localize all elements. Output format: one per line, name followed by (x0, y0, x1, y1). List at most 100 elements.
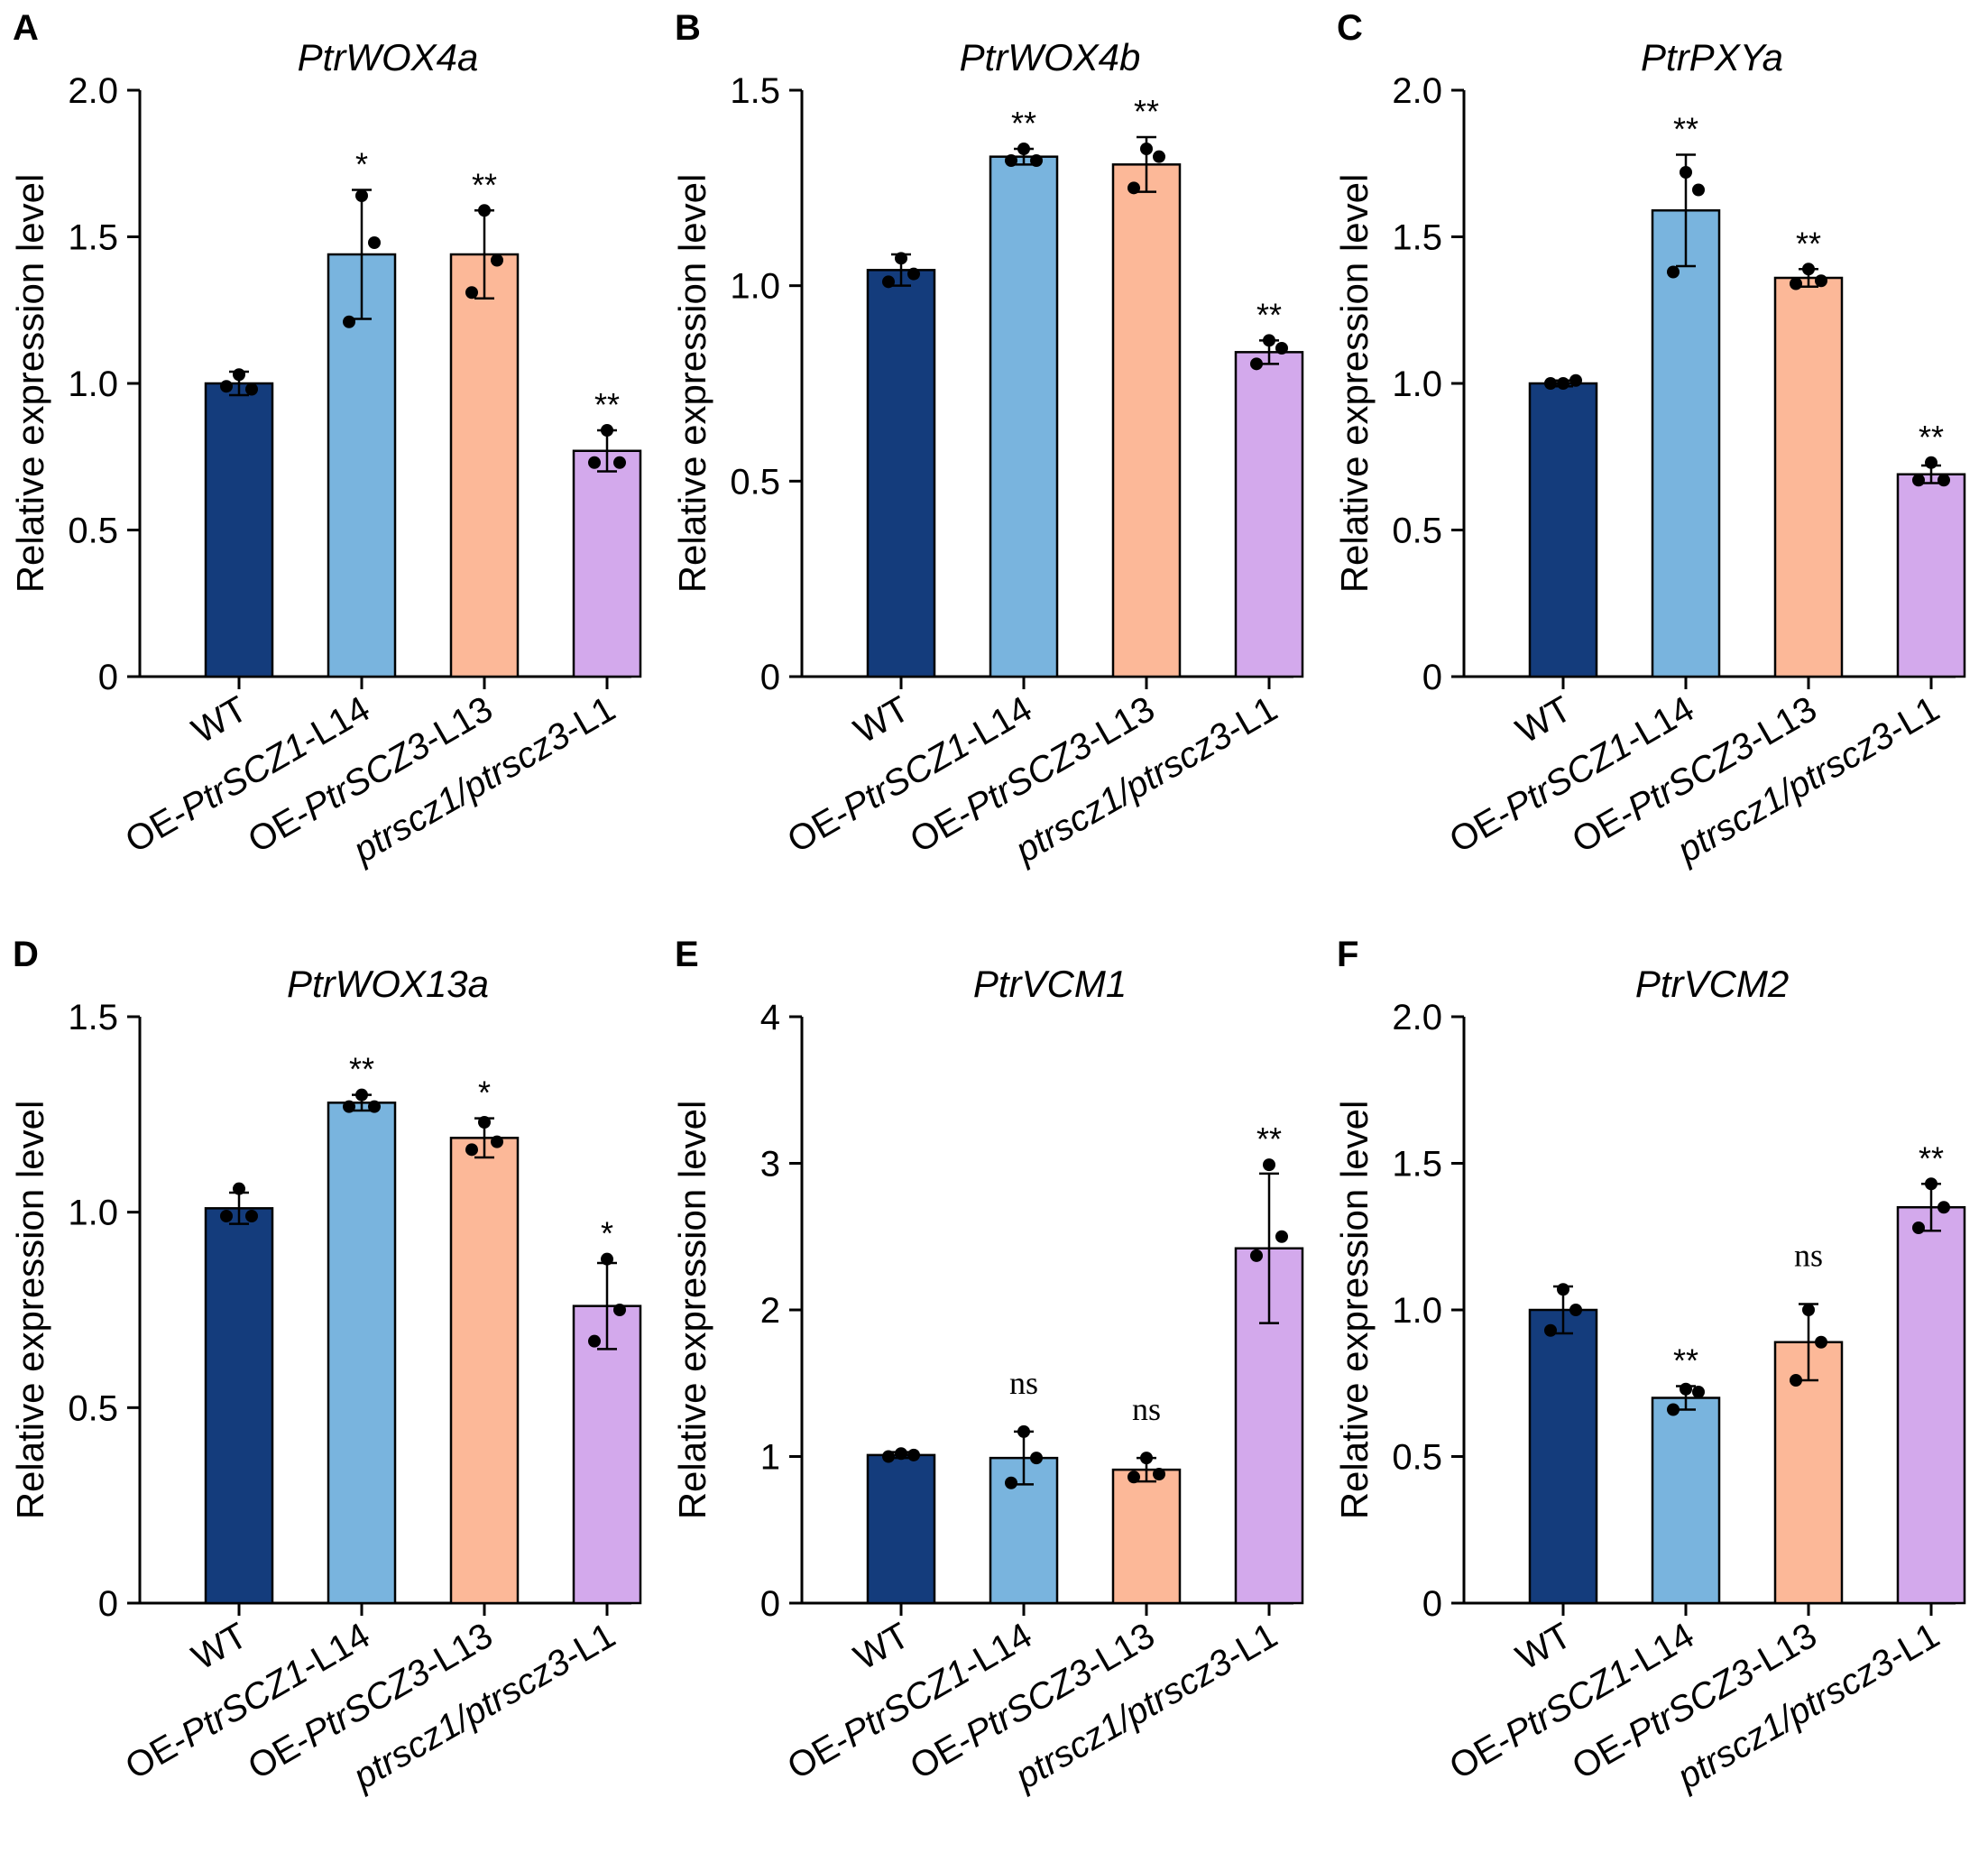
data-point (1802, 263, 1815, 276)
significance-label: ** (1011, 105, 1036, 142)
x-category-label: WT (186, 689, 254, 751)
y-tick-label: 1.5 (730, 71, 780, 111)
y-axis-label: Relative expression level (671, 174, 713, 594)
data-point (1250, 1249, 1263, 1262)
chart-panel-a: A PtrWOX4a Relative expression level 0 0.5 1.… (0, 0, 662, 926)
bar (449, 253, 520, 678)
y-tick-label: 3 (760, 1145, 780, 1185)
data-point (1127, 181, 1140, 195)
data-point (368, 1100, 381, 1113)
bar (1111, 163, 1182, 678)
data-point (1250, 357, 1263, 371)
y-tick-label: 1.0 (1392, 1291, 1442, 1331)
panel-letter: A (13, 8, 39, 48)
data-point (1017, 1424, 1030, 1438)
data-point (1017, 143, 1030, 155)
data-point (588, 1334, 601, 1348)
data-point (1275, 342, 1288, 355)
data-point (1275, 1230, 1288, 1243)
significance-label: ns (1132, 1391, 1161, 1427)
data-point (478, 204, 491, 217)
y-axis-label: Relative expression level (671, 1101, 713, 1520)
bar (204, 1207, 274, 1605)
bar (866, 1453, 936, 1605)
x-category-suffix: WT (186, 1616, 254, 1678)
bar (204, 382, 274, 678)
chart-svg: F PtrVCM2 Relative expression level 0 0.5 1.0… (1333, 935, 1966, 1798)
y-tick-label: 2.0 (1392, 998, 1442, 1037)
y-tick-label: 1.5 (1392, 218, 1442, 258)
bar (1773, 1341, 1844, 1605)
data-point (1692, 1386, 1705, 1398)
x-category-label: WT (848, 1616, 916, 1678)
y-tick-label: 0 (1422, 1584, 1442, 1624)
y-tick-label: 0 (98, 658, 118, 697)
x-category-label: WT (1510, 1616, 1578, 1678)
bar (1111, 1468, 1182, 1605)
bar (327, 253, 397, 678)
data-point (220, 380, 233, 393)
chart-title: PtrPXYa (1641, 36, 1783, 78)
y-tick-label: 0.5 (730, 462, 780, 502)
bar (449, 1137, 520, 1605)
significance-label: * (478, 1074, 491, 1111)
significance-label: ** (1256, 1120, 1282, 1157)
significance-label: ** (1919, 1139, 1944, 1176)
y-axis-label: Relative expression level (9, 174, 51, 594)
chart-title: PtrWOX4b (960, 36, 1141, 78)
x-category-label: WT (848, 689, 916, 751)
significance-label: ** (1256, 296, 1282, 333)
chart-title: PtrVCM1 (973, 963, 1127, 1005)
bar (1773, 276, 1844, 678)
bar (572, 449, 642, 678)
bar (866, 269, 936, 678)
bar (572, 1304, 642, 1605)
chart-title: PtrVCM2 (1635, 963, 1789, 1005)
y-tick-label: 0 (760, 658, 780, 697)
data-point (1030, 1452, 1043, 1465)
data-point (233, 1182, 245, 1195)
y-tick-label: 0 (98, 1584, 118, 1624)
data-point (343, 1100, 355, 1113)
data-point (1815, 274, 1827, 288)
data-point (491, 254, 503, 267)
bar (327, 1102, 397, 1605)
significance-label: ** (1796, 225, 1821, 262)
y-tick-label: 1 (760, 1438, 780, 1478)
bar (1528, 1308, 1598, 1605)
x-category-label: WT (1510, 689, 1578, 751)
data-point (1815, 1335, 1827, 1349)
chart-panel-b: B PtrWOX4b Relative expression level 0 0.5 1.… (662, 0, 1324, 926)
data-point (1680, 1382, 1692, 1396)
chart-svg: B PtrWOX4b Relative expression level 0 0.5 1.… (671, 8, 1304, 871)
y-tick-label: 1.5 (1392, 1145, 1442, 1185)
y-tick-label: 1.5 (68, 218, 118, 258)
data-point (245, 383, 258, 396)
data-point (907, 1448, 920, 1461)
x-category-suffix: WT (848, 1616, 916, 1678)
chart-svg: A PtrWOX4a Relative expression level 0 0.5 1.… (9, 8, 642, 871)
y-tick-label: 2 (760, 1291, 780, 1331)
x-category-suffix: WT (1510, 689, 1578, 751)
data-point (613, 456, 626, 469)
bar (1896, 1206, 1966, 1605)
data-point (491, 1135, 503, 1148)
chart-panel-c: C PtrPXYa Relative expression level 0 0.5 1.0… (1324, 0, 1986, 926)
significance-label: ns (1794, 1238, 1823, 1274)
y-tick-label: 2.0 (1392, 71, 1442, 111)
x-category-suffix: WT (186, 689, 254, 751)
chart-svg: C PtrPXYa Relative expression level 0 0.5 1.0… (1333, 8, 1966, 871)
data-point (1680, 166, 1692, 179)
chart-panel-d: D PtrWOX13a Relative expression level 0 0.5 1… (0, 926, 662, 1853)
data-point (465, 1143, 478, 1157)
bar (1651, 1397, 1721, 1605)
data-point (343, 315, 355, 328)
data-point (1937, 474, 1950, 487)
y-axis-label: Relative expression level (1333, 1101, 1376, 1520)
data-point (882, 1450, 895, 1463)
data-point (1140, 143, 1153, 155)
panel-letter: E (675, 935, 699, 974)
chart-svg: D PtrWOX13a Relative expression level 0 0.5 1… (9, 935, 642, 1798)
x-category-suffix: WT (848, 689, 916, 751)
